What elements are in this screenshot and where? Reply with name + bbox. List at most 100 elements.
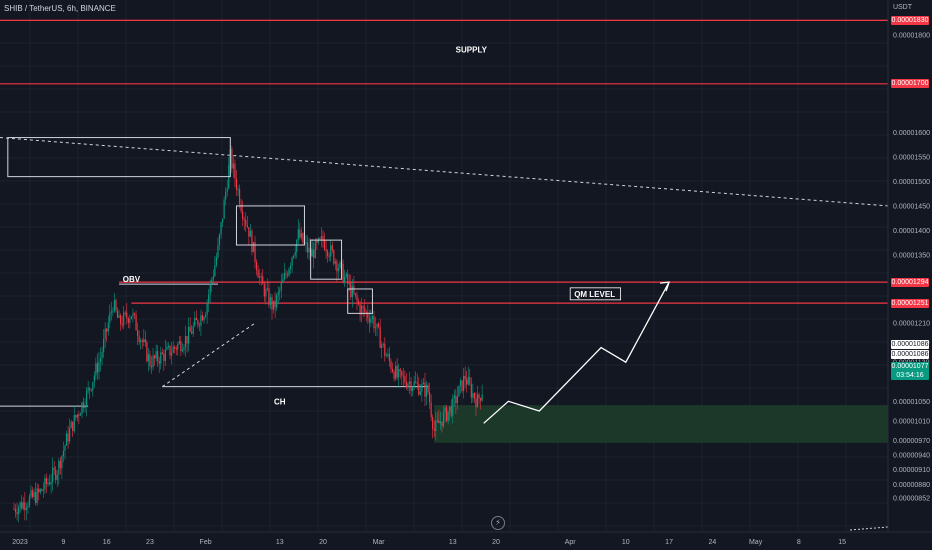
candle-body [231,149,233,169]
candle-body [220,222,222,235]
candle-body [331,245,333,251]
candle-body [442,412,445,427]
candle-body [339,262,341,269]
candle-body [371,316,374,319]
candle-body [473,393,476,399]
price-label-green: 0.00001077 03:54:16 [891,362,929,380]
candle-body [130,316,133,319]
candle-body [422,382,425,385]
candle-body [316,241,318,243]
price-tick-label: 0.00000910 [893,467,930,474]
time-tick-label: 8 [797,539,801,546]
time-tick-label: 20 [319,539,327,546]
candle-body [238,189,241,205]
candle-body [405,382,408,388]
projection-line [483,281,670,424]
candle-body [263,284,265,297]
candle-body [274,300,276,308]
price-tick-label: 0.00001450 [893,203,930,210]
candle-body [175,348,177,350]
candle-body [327,251,329,256]
candle-body [246,225,248,228]
candle-body [67,433,69,442]
candle-body [398,369,400,378]
candle-body [200,315,202,326]
candle-body [388,353,391,361]
candle-body [172,346,174,353]
candle-body [44,478,46,490]
rising-trendline [162,322,256,388]
annotations: SUPPLY OBV CH QM LEVEL [123,46,622,406]
candle-body [30,490,32,497]
candle-body [459,380,462,386]
candle-body [58,460,60,475]
axis-trend-stub [849,526,889,531]
candle-body [367,312,369,319]
candle-body [347,273,349,284]
candle-body [206,302,208,316]
candle-body [319,238,321,240]
lightning-icon[interactable]: ⚡ [491,516,505,530]
candle-body [106,328,108,332]
countdown-label: 03:54:16 [896,372,924,379]
candle-body [237,189,239,191]
candle-body [163,353,165,362]
candle-body [197,320,199,326]
candle-body [28,496,31,506]
candle-body [76,414,78,418]
candle-body [439,421,442,424]
candle-body [425,385,428,397]
candle-body [42,489,44,491]
time-axis[interactable]: 2023 9 16 23 Feb 13 20 Mar 13 20 Apr 10 17 24 May 8 15 [12,539,846,546]
candle-body [113,300,116,312]
candle-body [48,482,51,485]
candle-body [447,411,449,421]
candle-body [150,366,153,368]
candle-body [252,241,255,253]
candle-body [35,492,37,504]
candle-body [356,294,358,302]
candle-body [464,375,466,380]
candle-body [458,385,460,397]
candle-body [415,381,417,383]
candle-body [81,402,83,415]
candle-body [103,338,105,353]
candle-body [348,282,350,284]
candle-body [146,342,148,362]
candle-body [313,249,315,259]
trendlines [0,137,889,531]
candle-body [333,250,335,264]
price-axis[interactable]: 0.00001800 0.00001600 0.00001550 0.00001500… [893,33,930,503]
candle-body [361,306,363,315]
candle-body [323,240,326,250]
time-tick-label: 2023 [12,539,28,546]
candle-body [87,387,89,391]
candle-body [433,429,435,431]
price-label-red: 0.00001294 [891,277,929,287]
candle-body [50,481,52,485]
candle-body [89,387,91,390]
candle-body [107,322,109,332]
candle-body [201,315,204,321]
candle-body [70,421,72,428]
candle-body [143,339,145,342]
candle-body [476,394,479,408]
candle-body [452,397,454,416]
candle-body [225,191,227,200]
candle-body [449,406,451,412]
candle-body [260,276,262,278]
candle-body [84,406,86,408]
candle-body [396,365,398,378]
symbol-header[interactable]: SHIB / TetherUS, 6h, BINANCE [4,4,116,13]
price-tick-label: 0.00000940 [893,453,930,460]
candle-body [314,241,316,259]
price-tick-label: 0.00000970 [893,438,930,445]
candle-body [265,288,267,297]
candle-body [75,415,77,418]
time-tick-label: 15 [838,539,846,546]
candle-body [379,327,381,348]
candle-body [280,282,282,291]
candle-body [155,351,157,359]
candle-body [217,245,219,258]
